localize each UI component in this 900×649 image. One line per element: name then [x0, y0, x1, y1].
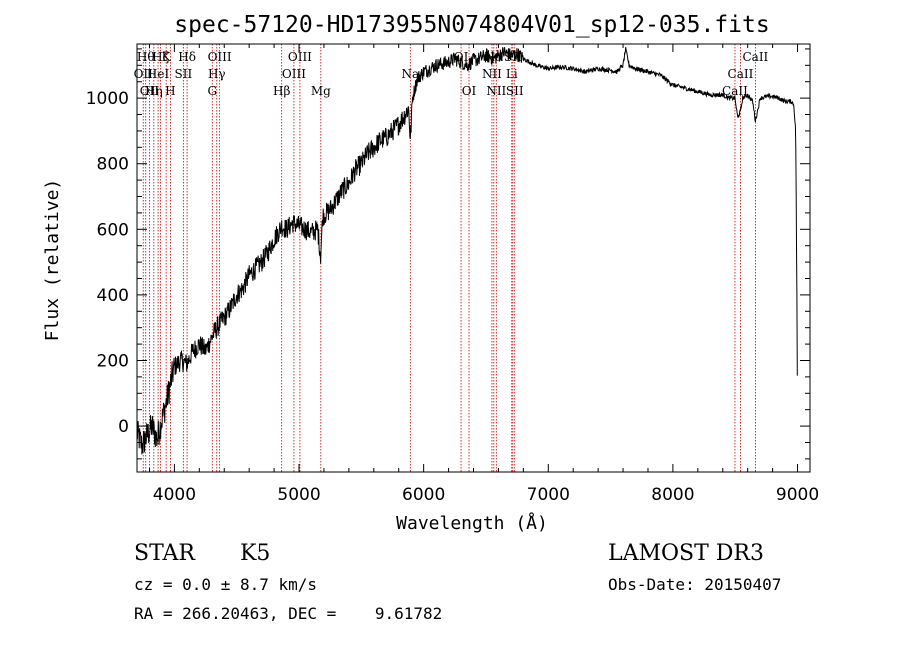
marker-label-22: NII: [486, 84, 506, 98]
observation-date: Obs-Date: 20150407: [608, 575, 781, 594]
line-marker-labels: OIIHθOIIHηHeIHζKHSIIHδGHγOIIIHβOIIIOIIIM…: [134, 50, 769, 98]
marker-label-7: H: [165, 84, 175, 98]
x-tick-label-1: 5000: [277, 485, 320, 505]
marker-label-8: SII: [175, 67, 193, 81]
x-tick-label-5: 9000: [776, 485, 819, 505]
marker-label-2: OII: [140, 84, 160, 98]
y-axis-title: Flux (relative): [42, 179, 63, 342]
coordinates-readout: RA = 266.20463, DEC = 9.61782: [134, 604, 442, 623]
marker-label-16: Mg: [311, 84, 331, 98]
marker-label-18: OI: [454, 50, 469, 64]
marker-label-23: Li: [506, 67, 518, 81]
spectrum-line: [136, 47, 798, 455]
y-tick-label-1: 200: [97, 351, 129, 371]
x-tick-label-0: 4000: [153, 485, 196, 505]
marker-label-25: SII: [506, 84, 524, 98]
marker-label-20: NII: [482, 67, 502, 81]
x-tick-label-4: 8000: [651, 485, 694, 505]
y-tick-label-0: 0: [118, 417, 129, 437]
marker-label-14: OIII: [282, 67, 306, 81]
redshift-readout: cz = 0.0 ± 8.7 km/s: [134, 575, 317, 594]
x-tick-label-3: 7000: [527, 485, 570, 505]
plot-frame: [136, 43, 811, 473]
chart-title: spec-57120-HD173955N074804V01_sp12-035.f…: [174, 12, 769, 38]
marker-label-0: OII: [134, 67, 154, 81]
marker-label-5: Hζ: [152, 50, 169, 64]
y-axis-ticks: 0 200 400 600 800 1000: [86, 48, 810, 460]
x-axis-title: Wavelength (Å): [396, 512, 548, 534]
spectral-subclass: K5: [240, 541, 270, 566]
marker-label-27: CaII: [728, 67, 754, 81]
marker-label-28: CaII: [742, 50, 768, 64]
y-tick-label-4: 800: [97, 155, 129, 175]
marker-label-15: OIII: [288, 50, 312, 64]
x-axis-ticks: 4000 5000 6000 7000 8000 9000: [148, 44, 819, 505]
marker-label-12: OIII: [208, 50, 232, 64]
line-markers: [142, 44, 756, 472]
x-tick-label-2: 6000: [402, 485, 445, 505]
marker-label-1: Hθ: [137, 50, 155, 64]
marker-label-26: CaII: [722, 84, 748, 98]
object-type: STAR: [134, 541, 196, 566]
marker-label-3: Hη: [145, 84, 163, 98]
y-tick-label-2: 400: [97, 286, 129, 306]
marker-label-6: K: [162, 50, 172, 64]
marker-label-19: OI: [462, 84, 477, 98]
y-tick-label-5: 1000: [86, 89, 129, 109]
marker-label-10: G: [207, 84, 217, 98]
survey-name: LAMOST DR3: [608, 541, 764, 566]
marker-label-17: Na: [401, 67, 419, 81]
marker-label-11: Hγ: [208, 67, 226, 81]
y-tick-label-3: 600: [97, 220, 129, 240]
marker-label-9: Hδ: [178, 50, 196, 64]
marker-label-4: HeI: [147, 67, 170, 81]
marker-label-13: Hβ: [273, 84, 290, 98]
